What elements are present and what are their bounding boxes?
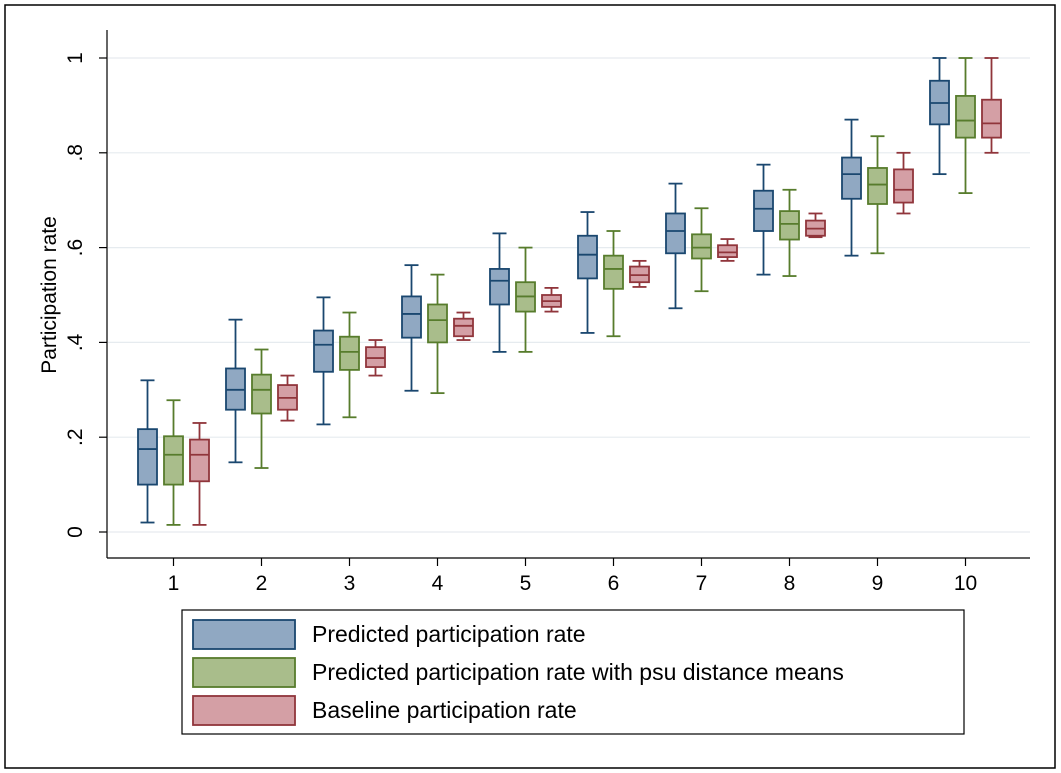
iqr-box bbox=[453, 317, 474, 338]
iqr-box bbox=[189, 438, 210, 483]
box-plot bbox=[277, 374, 298, 422]
y-tick-label: .6 bbox=[64, 239, 87, 257]
iqr-box bbox=[893, 168, 914, 204]
iqr-box bbox=[955, 95, 976, 139]
iqr-box bbox=[401, 295, 422, 339]
box-plot bbox=[665, 182, 686, 310]
x-tick-label: 3 bbox=[344, 572, 356, 595]
y-tick-label: .8 bbox=[64, 144, 87, 162]
iqr-box bbox=[665, 212, 686, 255]
box-plot bbox=[339, 311, 360, 419]
iqr-box bbox=[867, 167, 888, 205]
box-plot bbox=[313, 296, 334, 426]
box-series-group bbox=[137, 57, 1002, 526]
box-plot bbox=[541, 286, 562, 313]
iqr-box bbox=[365, 346, 386, 368]
legend-label: Predicted participation rate with psu di… bbox=[312, 659, 844, 685]
box-plot bbox=[427, 273, 448, 395]
box-plot bbox=[577, 211, 598, 334]
box-plot bbox=[453, 311, 474, 341]
x-tick-label: 5 bbox=[520, 572, 532, 595]
iqr-box bbox=[251, 373, 272, 415]
iqr-box bbox=[427, 303, 448, 344]
legend-swatch bbox=[192, 619, 296, 650]
x-tick-label: 7 bbox=[696, 572, 708, 595]
x-tick-label: 1 bbox=[168, 572, 180, 595]
iqr-box bbox=[339, 335, 360, 371]
box-plot bbox=[365, 339, 386, 377]
legend-border bbox=[181, 609, 965, 735]
x-tick-label: 4 bbox=[432, 572, 444, 595]
box-plot bbox=[867, 135, 888, 255]
y-axis-ticks: 0 .2 .4 .6 .8 1 bbox=[64, 52, 107, 538]
box-plot bbox=[955, 57, 976, 194]
iqr-box bbox=[577, 234, 598, 280]
iqr-box bbox=[841, 156, 862, 200]
iqr-box bbox=[753, 189, 774, 232]
iqr-box bbox=[489, 268, 510, 306]
iqr-box bbox=[981, 98, 1002, 139]
legend-label: Baseline participation rate bbox=[312, 697, 577, 723]
x-tick-label: 9 bbox=[872, 572, 884, 595]
box-plot bbox=[189, 422, 210, 526]
box-plot bbox=[893, 151, 914, 215]
box-plot bbox=[929, 57, 950, 176]
box-plot bbox=[137, 379, 158, 524]
y-tick-label: 0 bbox=[64, 526, 87, 538]
legend: Predicted participation rate Predicted pa… bbox=[181, 609, 965, 735]
legend-label: Predicted participation rate bbox=[312, 621, 586, 647]
x-tick-label: 10 bbox=[954, 572, 977, 595]
x-axis-ticks: 1 2 3 4 5 6 7 8 9 10 bbox=[168, 558, 977, 595]
box-plot bbox=[691, 207, 712, 293]
box-plot bbox=[603, 230, 624, 338]
x-tick-label: 8 bbox=[784, 572, 796, 595]
legend-swatch bbox=[192, 695, 296, 726]
x-tick-label: 2 bbox=[256, 572, 268, 595]
y-tick-label: 1 bbox=[64, 52, 87, 64]
box-plot bbox=[841, 118, 862, 257]
legend-swatch bbox=[192, 657, 296, 688]
y-tick-label: .2 bbox=[64, 428, 87, 446]
box-plot bbox=[489, 232, 510, 353]
y-axis-label: Participation rate bbox=[38, 216, 61, 374]
box-plot bbox=[805, 212, 826, 239]
x-tick-label: 6 bbox=[608, 572, 620, 595]
box-plot bbox=[401, 264, 422, 392]
box-plot bbox=[779, 188, 800, 277]
iqr-box bbox=[603, 254, 624, 290]
box-plot bbox=[753, 163, 774, 276]
box-plot bbox=[225, 318, 246, 464]
box-plot bbox=[629, 259, 650, 288]
iqr-box bbox=[691, 233, 712, 260]
box-plot bbox=[717, 238, 738, 262]
iqr-box bbox=[717, 244, 738, 258]
y-tick-label: .4 bbox=[64, 333, 87, 351]
box-plot bbox=[163, 399, 184, 526]
iqr-box bbox=[137, 428, 158, 486]
box-plot bbox=[251, 348, 272, 469]
iqr-box bbox=[313, 329, 334, 373]
iqr-box bbox=[163, 435, 184, 486]
box-plot bbox=[515, 246, 536, 353]
iqr-box bbox=[779, 210, 800, 241]
box-plot bbox=[981, 57, 1002, 154]
